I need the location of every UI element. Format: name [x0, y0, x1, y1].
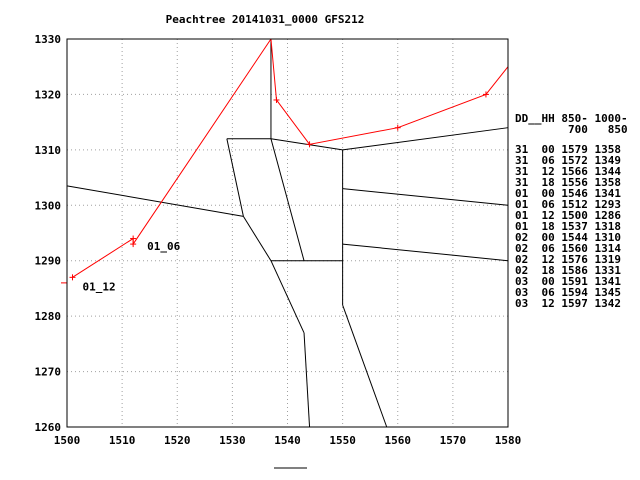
- boundary-line: [66, 185, 244, 217]
- boundary-line: [342, 127, 509, 151]
- x-tick-label: 1570: [440, 434, 467, 447]
- table-row: 02 18 1586 1331: [515, 264, 621, 277]
- boundary-line: [242, 216, 272, 261]
- table-row: 01 18 1537 1318: [515, 220, 621, 233]
- boundary-line: [226, 138, 244, 217]
- table-row: 02 00 1544 1310: [515, 231, 621, 244]
- boundary-line: [342, 188, 509, 206]
- table-row: 01 00 1546 1341: [515, 187, 621, 200]
- data-point: [130, 241, 137, 248]
- plot-frame: [66, 38, 509, 428]
- x-tick-label: 1580: [495, 434, 522, 447]
- x-tick-label: 1500: [54, 434, 81, 447]
- table-row: 31 06 1572 1349: [515, 154, 621, 167]
- data-point: [273, 96, 280, 103]
- boundary-line: [342, 243, 509, 262]
- x-tick-label: 1550: [329, 434, 356, 447]
- table-header: 700 850: [515, 123, 628, 136]
- boundary-line: [270, 260, 305, 333]
- data-point: [394, 124, 401, 131]
- table-row: 31 18 1556 1358: [515, 176, 621, 189]
- y-tick-label: 1310: [35, 144, 62, 157]
- data-point: [130, 235, 137, 242]
- x-tick-label: 1540: [274, 434, 301, 447]
- annotation-label: 01_06: [147, 240, 180, 253]
- table-row: 02 12 1576 1319: [515, 253, 621, 266]
- boundary-line: [303, 332, 311, 428]
- y-tick-label: 1320: [35, 88, 62, 101]
- data-point: [482, 91, 489, 98]
- table-row: 02 06 1560 1314: [515, 242, 621, 255]
- table-row: 03 06 1594 1345: [515, 286, 621, 299]
- x-tick-label: 1560: [385, 434, 412, 447]
- table-row: 31 12 1566 1344: [515, 165, 621, 178]
- y-tick-label: 1260: [35, 421, 62, 434]
- annotation-label: 01_12: [83, 280, 116, 293]
- x-tick-label: 1510: [109, 434, 136, 447]
- x-tick-label: 1520: [164, 434, 191, 447]
- table-row: 03 00 1591 1341: [515, 275, 621, 288]
- y-tick-label: 1300: [35, 199, 62, 212]
- series-line: [72, 39, 508, 278]
- table-row: 31 00 1579 1358: [515, 143, 621, 156]
- x-tick-label: 1530: [219, 434, 246, 447]
- y-tick-label: 1270: [35, 366, 62, 379]
- table-row: 01 12 1500 1286: [515, 209, 621, 222]
- chart-title: Peachtree 20141031_0000 GFS212: [166, 13, 365, 26]
- data-point: [306, 141, 313, 148]
- boundary-line: [342, 304, 388, 428]
- table-row: 01 06 1512 1293: [515, 198, 621, 211]
- table-row: 03 12 1597 1342: [515, 297, 621, 310]
- table-header: DD__HH 850- 1000-: [515, 112, 628, 125]
- y-tick-label: 1280: [35, 310, 62, 323]
- y-tick-label: 1290: [35, 255, 62, 268]
- data-table: DD__HH 850- 1000- 700 850 31 00 1579 1358…: [515, 112, 628, 310]
- y-tick-label: 1330: [35, 33, 62, 46]
- data-point: [69, 274, 76, 281]
- boundary-line: [270, 138, 305, 261]
- plot-area: 01_06 01_12 1500 1510 1520 1530 1540 1550 1560 15…: [35, 33, 522, 447]
